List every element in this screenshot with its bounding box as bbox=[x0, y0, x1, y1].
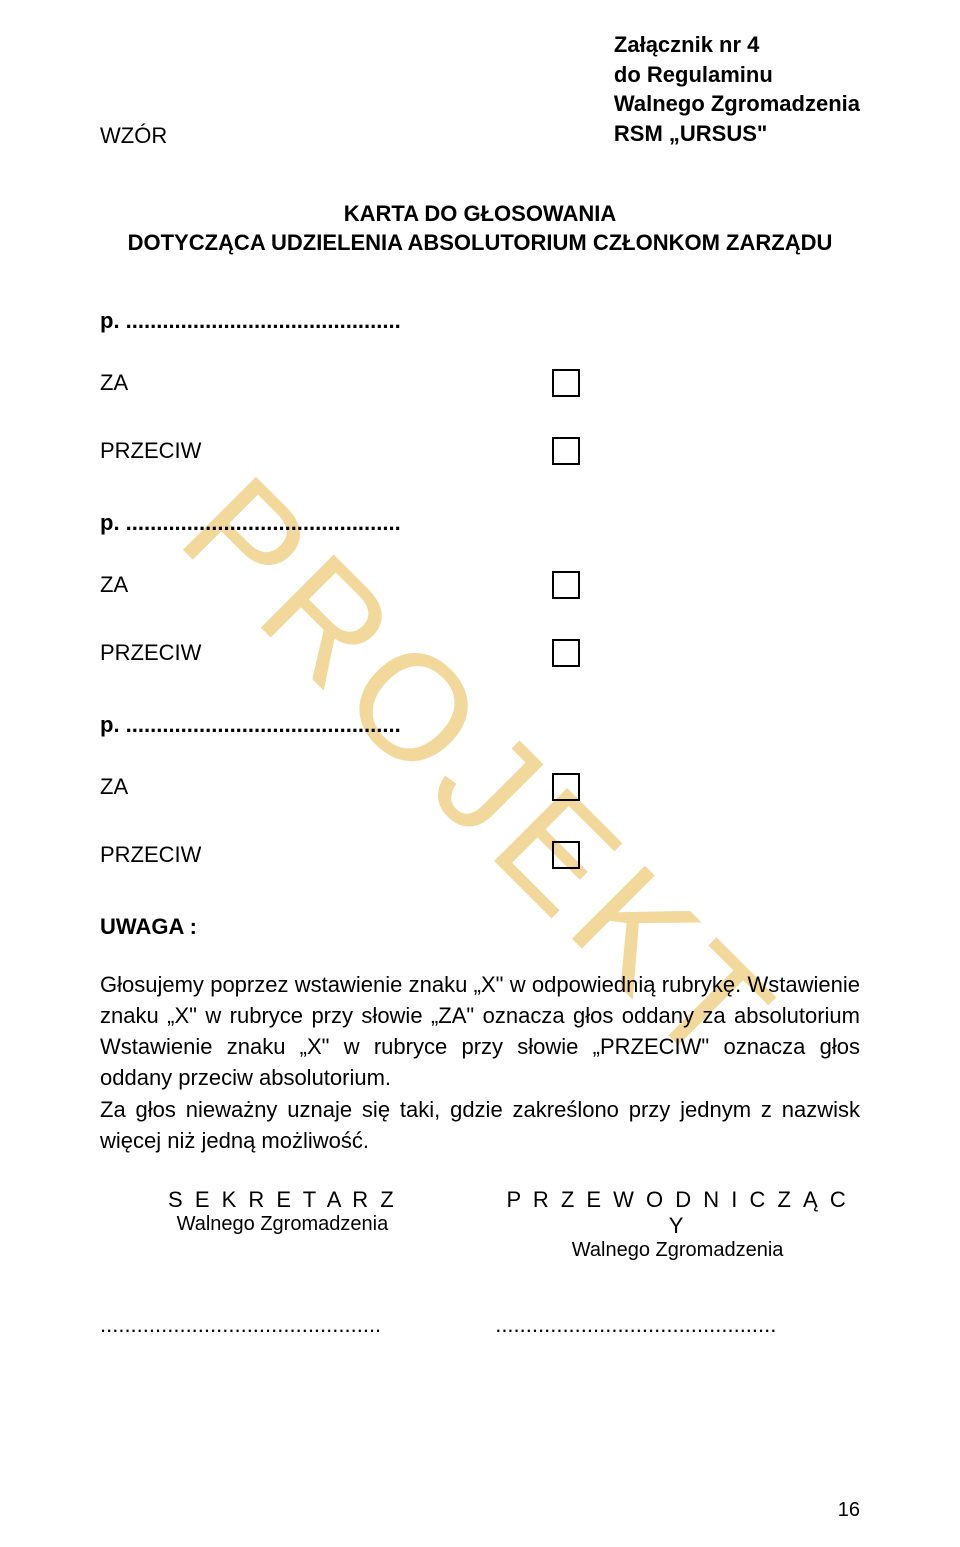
checkbox-przeciw-3[interactable] bbox=[552, 841, 580, 869]
checkbox-przeciw-2[interactable] bbox=[552, 639, 580, 667]
vote-group-3: p. .....................................… bbox=[100, 712, 860, 869]
header-line-1: Załącznik nr 4 bbox=[614, 30, 860, 60]
person-line-3: p. .....................................… bbox=[100, 712, 860, 738]
przeciw-label-1: PRZECIW bbox=[100, 438, 201, 464]
checkbox-przeciw-1[interactable] bbox=[552, 437, 580, 465]
vote-row-za-2: ZA bbox=[100, 571, 580, 599]
vote-row-przeciw-1: PRZECIW bbox=[100, 437, 580, 465]
vote-row-za-3: ZA bbox=[100, 773, 580, 801]
dots-right: ........................................… bbox=[495, 1312, 860, 1338]
header-right: Załącznik nr 4 do Regulaminu Walnego Zgr… bbox=[614, 30, 860, 149]
document-content: WZÓR Załącznik nr 4 do Regulaminu Walneg… bbox=[100, 30, 860, 1338]
checkbox-za-1[interactable] bbox=[552, 369, 580, 397]
uwaga-label: UWAGA : bbox=[100, 914, 860, 940]
sig-left-title: S E K R E T A R Z bbox=[100, 1187, 465, 1213]
checkbox-za-2[interactable] bbox=[552, 571, 580, 599]
paragraph-1: Głosujemy poprzez wstawienie znaku „X" w… bbox=[100, 970, 860, 1093]
przeciw-label-2: PRZECIW bbox=[100, 640, 201, 666]
dots-left: ........................................… bbox=[100, 1312, 465, 1338]
page-number: 16 bbox=[838, 1499, 860, 1522]
person-line-1: p. .....................................… bbox=[100, 308, 860, 334]
header-line-3: Walnego Zgromadzenia bbox=[614, 89, 860, 119]
za-label-1: ZA bbox=[100, 370, 128, 396]
sig-right-sub: Walnego Zgromadzenia bbox=[495, 1239, 860, 1262]
signature-left: S E K R E T A R Z Walnego Zgromadzenia bbox=[100, 1187, 465, 1262]
paragraph-2: Za głos nieważny uznaje się taki, gdzie … bbox=[100, 1095, 860, 1157]
vote-group-1: p. .....................................… bbox=[100, 308, 860, 465]
header-line-2: do Regulaminu bbox=[614, 60, 860, 90]
header-line-4: RSM „URSUS" bbox=[614, 119, 860, 149]
document-title: KARTA DO GŁOSOWANIA DOTYCZĄCA UDZIELENIA… bbox=[100, 199, 860, 258]
signature-right: P R Z E W O D N I C Z Ą C Y Walnego Zgro… bbox=[495, 1187, 860, 1262]
sig-left-sub: Walnego Zgromadzenia bbox=[100, 1213, 465, 1236]
vote-row-przeciw-3: PRZECIW bbox=[100, 841, 580, 869]
signature-row: S E K R E T A R Z Walnego Zgromadzenia P… bbox=[100, 1187, 860, 1262]
dots-row: ........................................… bbox=[100, 1312, 860, 1338]
person-line-2: p. .....................................… bbox=[100, 510, 860, 536]
sig-right-title: P R Z E W O D N I C Z Ą C Y bbox=[495, 1187, 860, 1239]
za-label-3: ZA bbox=[100, 774, 128, 800]
title-line-1: KARTA DO GŁOSOWANIA bbox=[100, 199, 860, 229]
vote-row-za-1: ZA bbox=[100, 369, 580, 397]
header-row: WZÓR Załącznik nr 4 do Regulaminu Walneg… bbox=[100, 30, 860, 149]
przeciw-label-3: PRZECIW bbox=[100, 842, 201, 868]
wzor-label: WZÓR bbox=[100, 123, 167, 149]
checkbox-za-3[interactable] bbox=[552, 773, 580, 801]
vote-group-2: p. .....................................… bbox=[100, 510, 860, 667]
title-line-2: DOTYCZĄCA UDZIELENIA ABSOLUTORIUM CZŁONK… bbox=[100, 228, 860, 258]
za-label-2: ZA bbox=[100, 572, 128, 598]
vote-row-przeciw-2: PRZECIW bbox=[100, 639, 580, 667]
